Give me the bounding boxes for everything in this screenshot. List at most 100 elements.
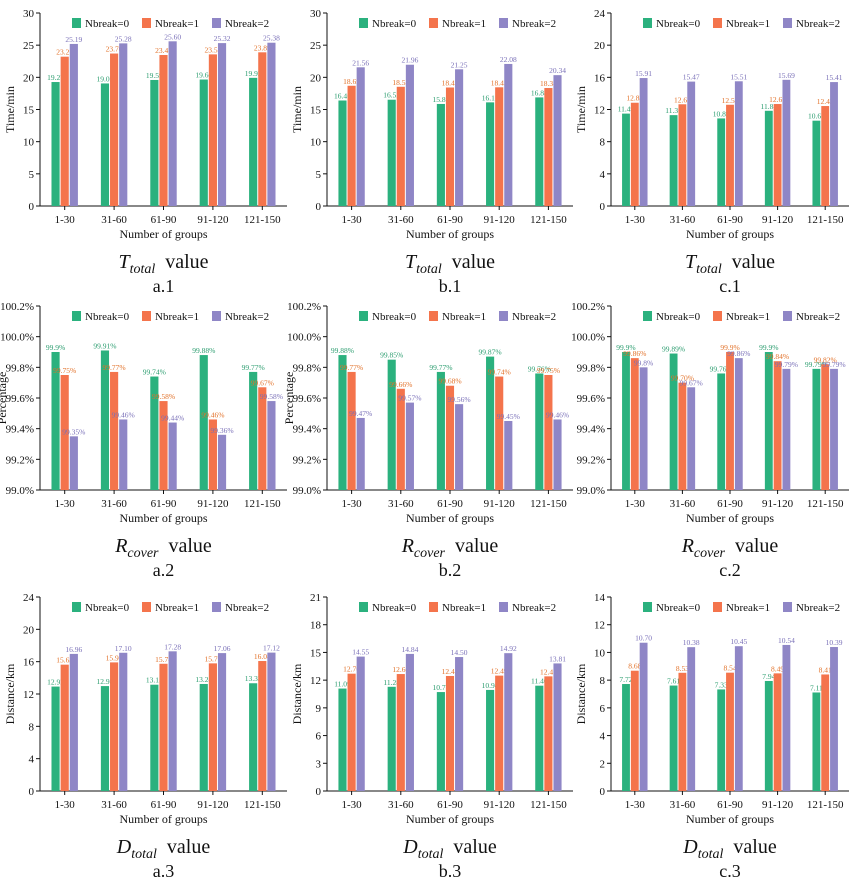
- x-tick-label: 31-60: [388, 799, 414, 811]
- data-label: 99.46%: [546, 410, 569, 419]
- bar: [110, 662, 119, 791]
- data-label: 15.51: [730, 72, 747, 81]
- bar: [812, 692, 821, 791]
- y-tick-label: 20: [594, 40, 606, 52]
- bar: [773, 361, 782, 490]
- legend-label: Nbreak=1: [726, 311, 770, 323]
- y-tick-label: 12: [23, 689, 34, 701]
- bar: [535, 685, 544, 791]
- data-label: 7.94: [762, 672, 775, 681]
- panel-label: c.1: [719, 276, 741, 296]
- data-label: 18.53: [392, 78, 409, 87]
- bar: [217, 43, 227, 206]
- y-axis-title: Time/min: [290, 86, 304, 133]
- data-label: 13.15: [146, 676, 163, 685]
- x-tick-label: 31-60: [670, 799, 696, 811]
- bar: [455, 404, 464, 490]
- bar: [717, 373, 726, 490]
- data-label: 99.36%: [210, 426, 233, 435]
- y-axis-title: Time/min: [574, 86, 588, 133]
- bar: [630, 670, 639, 791]
- data-label: 12.59: [722, 96, 739, 105]
- y-tick-label: 6: [600, 703, 606, 715]
- bar: [486, 356, 495, 490]
- bar: [535, 373, 544, 490]
- data-label: 99.86%: [727, 349, 750, 358]
- data-label: 23.57: [204, 45, 221, 54]
- x-tick-label: 61-90: [437, 799, 463, 811]
- legend-swatch: [643, 602, 652, 612]
- legend-swatch: [499, 602, 508, 612]
- bar: [208, 663, 217, 791]
- bar: [622, 113, 630, 206]
- data-label: 23.47: [155, 46, 172, 55]
- bar: [60, 664, 69, 791]
- bar: [110, 371, 119, 490]
- data-label: 21.96: [401, 56, 418, 65]
- y-tick-label: 25: [310, 40, 322, 52]
- legend-label: Nbreak=2: [512, 311, 556, 323]
- x-tick-label: 121-150: [807, 214, 844, 226]
- y-tick-label: 99.4%: [577, 424, 605, 436]
- bar: [821, 674, 830, 791]
- legend-swatch: [212, 602, 221, 612]
- data-label: 99.79%: [805, 360, 828, 369]
- x-tick-label: 61-90: [717, 498, 743, 510]
- bar: [405, 64, 414, 206]
- bar: [208, 54, 217, 206]
- chart-panel-a3: 0 4 8 12 16 20 24 Distance/km 1-30 12.92 15.63 16.9…: [3, 592, 287, 881]
- bar: [338, 355, 347, 490]
- data-label: 15.79: [204, 654, 221, 663]
- bar: [553, 663, 562, 791]
- bar: [208, 419, 217, 490]
- data-label: 99.85%: [380, 351, 403, 360]
- data-label: 99.58%: [152, 392, 175, 401]
- data-label: 18.45: [491, 78, 508, 87]
- legend-swatch: [72, 311, 81, 321]
- legend-label: Nbreak=1: [442, 602, 486, 614]
- data-label: 11.28: [383, 678, 400, 687]
- data-label: 10.61: [808, 112, 825, 121]
- bar: [168, 422, 177, 490]
- legend-label: Nbreak=2: [225, 311, 269, 323]
- data-label: 10.38: [683, 638, 700, 647]
- data-label: 7.61: [667, 677, 680, 686]
- data-label: 12.45: [442, 667, 459, 676]
- legend-label: Nbreak=0: [85, 311, 130, 323]
- y-tick-label: 24: [594, 8, 606, 20]
- legend-swatch: [643, 311, 652, 321]
- bar: [717, 118, 726, 206]
- y-tick-label: 15: [310, 105, 322, 117]
- data-label: 99.68%: [438, 377, 461, 386]
- metric-caption: Rcover value: [401, 535, 499, 561]
- x-tick-label: 121-150: [244, 799, 281, 811]
- bar: [396, 86, 405, 206]
- x-axis-title: Number of groups: [686, 227, 774, 241]
- x-tick-label: 1-30: [55, 214, 76, 226]
- bar: [495, 87, 504, 206]
- data-label: 99.46%: [201, 410, 224, 419]
- bar: [150, 376, 159, 490]
- y-tick-label: 99.0%: [293, 485, 321, 497]
- legend-label: Nbreak=1: [155, 602, 199, 614]
- data-label: 13.33: [245, 674, 262, 683]
- x-tick-label: 121-150: [807, 799, 844, 811]
- chart-panel-b3: 0 3 6 9 12 15 18 21 Distance/km 1-30 11.09 12.70 14.…: [290, 592, 573, 881]
- bar: [734, 81, 743, 206]
- y-tick-label: 5: [29, 169, 35, 181]
- y-axis-title: Percentage: [0, 372, 9, 425]
- bar: [51, 82, 60, 206]
- y-tick-label: 0: [29, 201, 35, 213]
- data-label: 12.41: [540, 667, 557, 676]
- bar: [347, 371, 356, 490]
- bar: [504, 63, 513, 207]
- bar: [159, 401, 168, 490]
- data-label: 22.08: [500, 55, 517, 64]
- bar: [396, 674, 405, 791]
- panel-label: a.1: [153, 276, 175, 296]
- legend-swatch: [783, 311, 792, 321]
- bar: [504, 653, 513, 791]
- data-label: 21.56: [352, 58, 369, 67]
- data-label: 99.67%: [680, 378, 703, 387]
- bar: [622, 684, 630, 791]
